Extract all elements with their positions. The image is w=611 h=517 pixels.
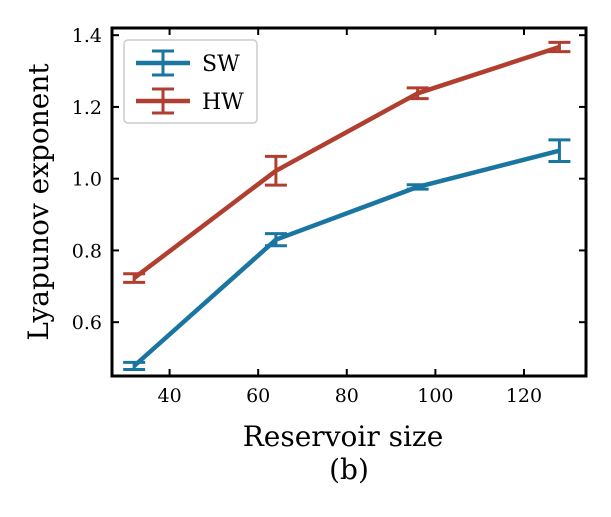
errorbar-sw [264, 232, 287, 248]
y-tick-label: 1.4 [72, 25, 102, 47]
legend-entry-hw [136, 87, 190, 115]
x-tick-label: 40 [157, 385, 181, 407]
errorbar-sw [548, 138, 571, 163]
series-line-hw [132, 44, 561, 280]
series-sw [123, 138, 571, 372]
series-hw [123, 40, 571, 284]
errorbar-hw [548, 40, 571, 54]
plot-frame [110, 26, 588, 378]
y-tick-label: 0.8 [72, 240, 102, 262]
errorbar-hw [406, 86, 429, 101]
series-group [123, 40, 571, 372]
x-axis-title: Reservoir size [243, 420, 444, 453]
series-line-sw [132, 148, 560, 368]
y-axis-title: Lyapunov exponent [22, 63, 55, 341]
y-tick-label: 1.0 [72, 169, 102, 191]
y-tick-label: 1.2 [72, 97, 102, 119]
x-tick-label: 60 [246, 385, 270, 407]
x-tick-label: 100 [417, 385, 453, 407]
legend-label-sw: SW [202, 52, 240, 77]
legend-label-hw: HW [202, 90, 244, 115]
errorbar-hw [123, 272, 146, 284]
legend: SW HW [123, 39, 258, 124]
errorbar-hw [264, 154, 287, 187]
axis-ticks: 40 60 80 100 120 0.6 0.8 1.0 1.2 1.4 [72, 25, 586, 407]
panel-caption: (b) [329, 453, 369, 486]
x-tick-label: 80 [335, 385, 359, 407]
x-tick-label: 120 [506, 385, 542, 407]
errorbar-sw [406, 183, 429, 191]
errorbar-sw [123, 360, 146, 372]
legend-entry-sw [136, 49, 190, 77]
y-tick-label: 0.6 [72, 312, 102, 334]
